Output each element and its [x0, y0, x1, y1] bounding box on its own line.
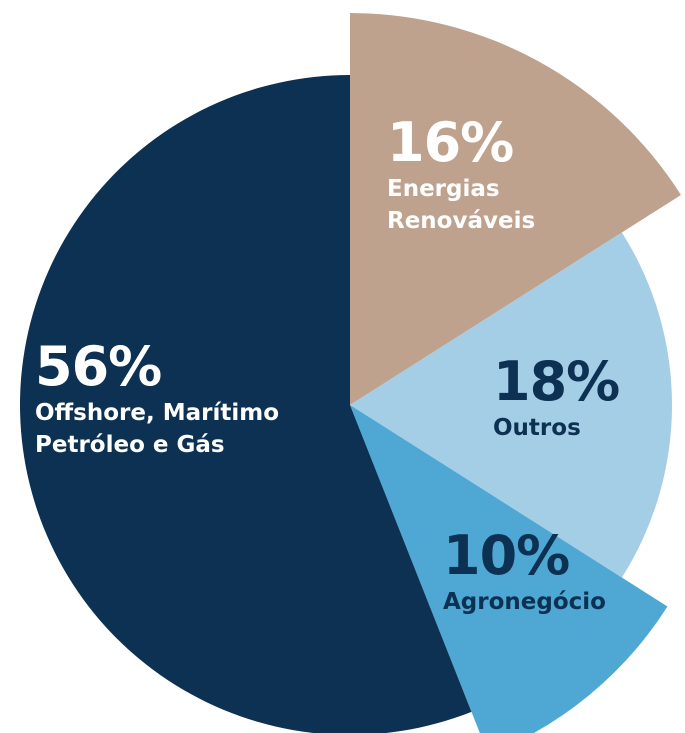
pie-slice: [350, 232, 673, 578]
category-label: Outros: [493, 415, 581, 441]
slice-label: 18% Outros: [493, 352, 653, 444]
pie-slice: [20, 75, 472, 733]
percent-label: 16%: [387, 111, 514, 174]
percent-label: 10%: [443, 524, 570, 587]
slice-label: 16% Energias Renováveis: [387, 113, 587, 237]
slice-label: 56% Offshore, Marítimo Petróleo e Gás: [35, 337, 345, 461]
category-label: Agronegócio: [443, 589, 606, 615]
percent-label: 18%: [493, 350, 620, 413]
slice-label: 10% Agronegócio: [443, 526, 663, 618]
pie-slice: [350, 13, 681, 405]
pie-slice: [350, 405, 668, 733]
category-label: Offshore, Marítimo Petróleo e Gás: [35, 400, 280, 458]
percent-label: 56%: [35, 335, 162, 398]
category-label: Energias Renováveis: [387, 176, 536, 234]
